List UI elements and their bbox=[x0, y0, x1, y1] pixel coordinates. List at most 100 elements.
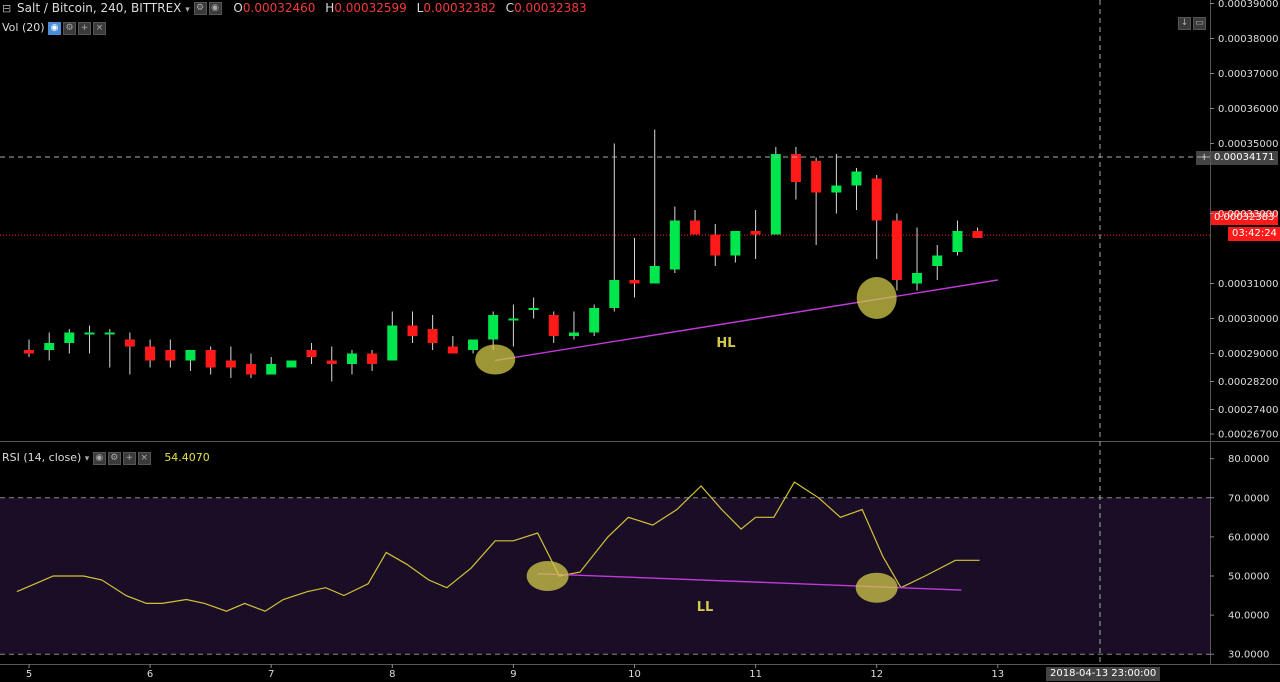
candle bbox=[629, 238, 640, 298]
candle-body bbox=[750, 231, 761, 235]
candle bbox=[367, 350, 378, 371]
price-pane: HL bbox=[0, 129, 1210, 382]
volume-label[interactable]: Vol (20) bbox=[2, 21, 45, 34]
rsi-value: 54.4070 bbox=[164, 451, 210, 464]
candle bbox=[669, 206, 680, 273]
candle bbox=[750, 210, 761, 259]
candle bbox=[447, 336, 458, 354]
candle bbox=[851, 168, 862, 210]
settings-icon[interactable]: ⚙ bbox=[107, 451, 121, 465]
candle-body bbox=[609, 280, 620, 308]
candle-body bbox=[225, 360, 236, 368]
candle bbox=[811, 157, 822, 245]
crosshair-price-tag: 0.00034171 bbox=[1210, 151, 1279, 165]
eye-icon[interactable]: ◉ bbox=[48, 21, 62, 35]
ohlc-low-key: L bbox=[416, 1, 424, 15]
candle-body bbox=[266, 364, 277, 375]
ohlc-high-key: H bbox=[325, 1, 335, 15]
crosshair-time-tag: 2018-04-13 23:00:00 bbox=[1046, 667, 1161, 681]
rsi-tick-label: 60.0000 bbox=[1228, 532, 1269, 543]
close-icon[interactable]: × bbox=[93, 21, 107, 35]
price-tick-label: 0.00036000 bbox=[1218, 104, 1278, 115]
candle-body bbox=[488, 315, 499, 340]
pane-controls: ↓ ▭ bbox=[1178, 16, 1208, 30]
candle bbox=[205, 346, 216, 375]
chart-header: ⊟ Salt / Bitcoin, 240, BITTREX ▾ ⚙ ◉ O0.0… bbox=[2, 1, 587, 15]
rsi-label[interactable]: RSI (14, close) bbox=[2, 451, 82, 464]
candle-body bbox=[407, 325, 418, 336]
candle bbox=[548, 311, 559, 343]
candle bbox=[568, 311, 579, 340]
candle-body bbox=[548, 315, 559, 336]
candle bbox=[44, 332, 55, 361]
time-tick-label: 6 bbox=[147, 669, 153, 680]
candle bbox=[972, 227, 983, 238]
candle-body bbox=[24, 350, 34, 354]
candle-body bbox=[64, 332, 75, 343]
price-tick-label: 0.00035000 bbox=[1218, 139, 1278, 150]
chevron-down-icon[interactable]: ▾ bbox=[84, 454, 90, 464]
crosshair-plus-icon[interactable]: + bbox=[1196, 151, 1213, 165]
candle-body bbox=[912, 273, 923, 284]
rsi-marker bbox=[855, 572, 898, 603]
candle bbox=[790, 147, 801, 200]
time-tick-label: 7 bbox=[268, 669, 274, 680]
candle bbox=[649, 129, 660, 284]
candle-body bbox=[84, 332, 95, 335]
settings-icon[interactable]: ⚙ bbox=[193, 2, 207, 15]
ohlc-open-value: 0.00032460 bbox=[242, 1, 316, 15]
symbol-title[interactable]: Salt / Bitcoin, 240, BITTREX bbox=[17, 1, 182, 15]
price-tick-label: 0.00038000 bbox=[1218, 34, 1278, 45]
candle-body bbox=[589, 308, 600, 333]
candle-body bbox=[831, 185, 842, 193]
candle bbox=[952, 220, 963, 256]
candle-body bbox=[205, 350, 216, 368]
price-tick-label: 0.00031000 bbox=[1218, 279, 1278, 290]
add-icon[interactable]: + bbox=[122, 451, 136, 465]
candle bbox=[326, 346, 337, 382]
candle bbox=[24, 339, 34, 357]
candle-body bbox=[447, 346, 458, 354]
candle-body bbox=[165, 350, 176, 361]
ohlc-close-key: C bbox=[505, 1, 515, 15]
time-tick-label: 5 bbox=[26, 669, 32, 680]
rsi-line bbox=[16, 481, 980, 612]
candle-body bbox=[508, 318, 519, 321]
candle-body bbox=[730, 231, 741, 256]
hide-icon[interactable]: ◉ bbox=[208, 2, 222, 15]
candle bbox=[528, 297, 539, 319]
candle-body bbox=[649, 266, 660, 284]
collapse-icon[interactable]: ⊟ bbox=[2, 2, 12, 15]
price-tick-label: 0.00028200 bbox=[1218, 377, 1278, 388]
rsi-legend: RSI (14, close) ▾ ◉ ⚙ + × 54.4070 bbox=[2, 451, 210, 465]
close-icon[interactable]: × bbox=[137, 451, 151, 465]
price-trendline bbox=[495, 279, 998, 362]
volume-legend: Vol (20) ◉ ⚙ + × bbox=[2, 21, 108, 35]
rsi-marker bbox=[526, 560, 569, 591]
maximize-icon[interactable]: ▭ bbox=[1193, 17, 1206, 30]
price-marker bbox=[475, 344, 516, 375]
candle-body bbox=[104, 332, 115, 335]
candle-body bbox=[367, 353, 378, 364]
candle bbox=[165, 339, 176, 368]
price-tick-label: 0.00037000 bbox=[1218, 69, 1278, 80]
candle bbox=[104, 329, 115, 368]
candle-body bbox=[851, 171, 862, 186]
ohlc-low-value: 0.00032382 bbox=[423, 1, 496, 15]
settings-icon[interactable]: ⚙ bbox=[63, 21, 77, 35]
candle bbox=[912, 227, 923, 291]
candle-body bbox=[932, 255, 943, 266]
hl-annotation: HL bbox=[716, 336, 735, 351]
candle bbox=[286, 360, 297, 368]
candle-body bbox=[326, 360, 337, 364]
add-icon[interactable]: + bbox=[78, 21, 92, 35]
eye-icon[interactable]: ◉ bbox=[92, 451, 106, 465]
chevron-down-icon[interactable]: ▾ bbox=[185, 5, 190, 15]
time-tick-label: 12 bbox=[870, 669, 883, 680]
price-tick-label: 0.00033000 bbox=[1218, 209, 1278, 220]
move-down-icon[interactable]: ↓ bbox=[1178, 17, 1191, 30]
candle bbox=[508, 304, 519, 347]
candle-body bbox=[690, 220, 701, 235]
time-tick-label: 11 bbox=[749, 669, 762, 680]
